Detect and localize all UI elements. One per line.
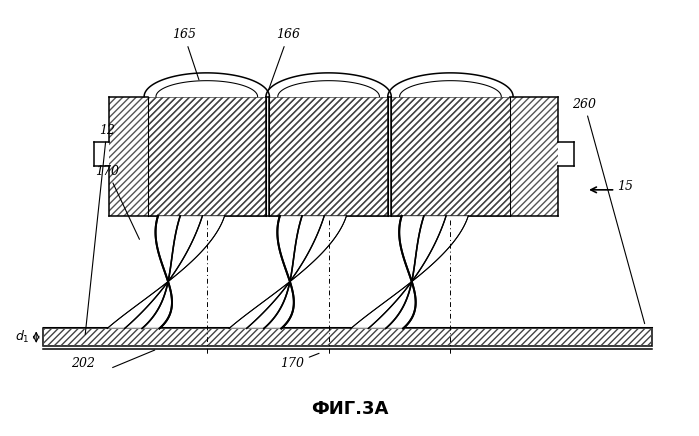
- Bar: [147, 97, 266, 216]
- Text: 170: 170: [280, 353, 319, 371]
- Text: 15: 15: [617, 180, 633, 193]
- Text: 260: 260: [572, 98, 644, 324]
- Bar: [147, 97, 266, 216]
- Bar: [109, 97, 559, 216]
- Bar: [269, 97, 388, 216]
- Polygon shape: [229, 216, 347, 328]
- Text: 12: 12: [85, 123, 115, 334]
- Text: $d_1$: $d_1$: [15, 329, 30, 345]
- Bar: [391, 97, 510, 216]
- Bar: [43, 328, 652, 346]
- Bar: [391, 97, 510, 216]
- Text: 166: 166: [268, 28, 301, 90]
- Bar: [266, 97, 269, 216]
- Text: 165: 165: [172, 28, 199, 80]
- Text: ФИГ.3А: ФИГ.3А: [311, 400, 388, 418]
- Text: 202: 202: [71, 358, 95, 371]
- Bar: [269, 97, 388, 216]
- Bar: [43, 328, 652, 346]
- Bar: [109, 97, 559, 216]
- Polygon shape: [351, 216, 468, 328]
- Text: 170: 170: [95, 165, 140, 239]
- Polygon shape: [107, 216, 224, 328]
- Bar: [388, 97, 391, 216]
